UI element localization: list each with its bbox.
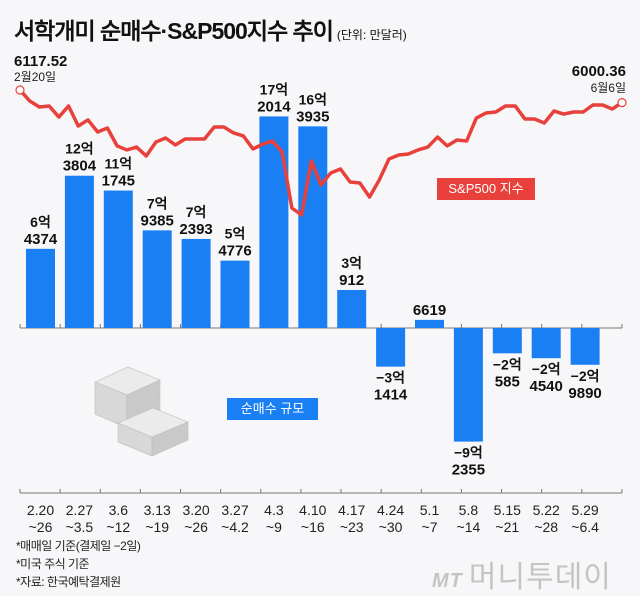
bar-13 — [531, 328, 561, 359]
bar-11 — [453, 328, 483, 442]
x-tick-label-6: 4.3 — [264, 502, 284, 518]
sp500-start-value: 6117.52 — [14, 53, 67, 70]
sp500-line — [18, 88, 623, 217]
x-tick-label-range-12: ~21 — [495, 519, 519, 535]
logo: MT 머니투데이 — [432, 552, 612, 596]
bar-7 — [298, 126, 328, 328]
bar-label-eok-9: −3억 — [376, 370, 405, 386]
sp500-start-point — [15, 85, 25, 95]
legend-net-buy: 순매수 규모 — [227, 398, 318, 420]
bar-label-man-7: 3935 — [296, 108, 329, 125]
x-tick-label-11: 5.8 — [459, 502, 479, 518]
bar-6 — [259, 116, 289, 328]
bar-label-eok-5: 5억 — [225, 226, 246, 242]
bar-label-eok-13: −2억 — [532, 361, 561, 377]
bar-9 — [376, 328, 406, 367]
x-tick-label-range-0: ~26 — [29, 519, 53, 535]
x-tick-label-13: 5.22 — [533, 502, 560, 518]
x-tick-label-8: 4.17 — [338, 502, 365, 518]
x-tick-label-7: 4.10 — [299, 502, 326, 518]
x-tick-label-range-8: ~23 — [340, 519, 364, 535]
bar-label-eok-14: −2억 — [571, 368, 600, 384]
x-tick-label-range-9: ~30 — [379, 519, 403, 535]
x-tick-label-12: 5.15 — [494, 502, 521, 518]
bar-label-eok-1: 12억 — [65, 141, 93, 157]
x-tick-label-range-10: ~7 — [422, 519, 438, 535]
title-text: 서학개미 순매수·S&P500지수 추이 — [14, 18, 334, 44]
bar-label-man-4: 2393 — [179, 221, 212, 238]
bar-label-eok-11: −9억 — [454, 445, 483, 461]
x-tick-label-9: 4.24 — [377, 502, 404, 518]
chart-title: 서학개미 순매수·S&P500지수 추이 (단위: 만달러) — [14, 12, 407, 46]
bar-label-man-8: 912 — [339, 272, 364, 289]
bar-label-man-9: 1414 — [374, 387, 408, 404]
bar-label-man-14: 9890 — [568, 385, 601, 402]
x-tick-label-3: 3.13 — [144, 502, 171, 518]
bar-label-eok-6: 17억 — [260, 81, 288, 97]
sp500-start-date: 2월20일 — [14, 70, 56, 84]
bar-2 — [103, 190, 133, 328]
unit-note: (단위: 만달러) — [336, 28, 407, 42]
bar-label-eok-4: 7억 — [186, 204, 207, 220]
bar-label-eok-0: 6억 — [30, 214, 51, 230]
x-tick-label-14: 5.29 — [571, 502, 598, 518]
bar-label-man-11: 2355 — [452, 462, 485, 479]
bar-label-eok-7: 16억 — [299, 91, 327, 107]
bar-3 — [142, 230, 172, 328]
bar-10 — [415, 319, 444, 328]
bar-label-eok-3: 7억 — [147, 195, 168, 211]
x-tick-label-2: 3.6 — [109, 502, 129, 518]
bar-label-eok-8: 3억 — [341, 255, 362, 271]
logo-text: 머니투데이 — [468, 561, 612, 594]
x-tick-label-range-1: ~3.5 — [66, 519, 94, 535]
bar-0 — [26, 248, 55, 328]
bar-label-man-1: 3804 — [63, 158, 97, 175]
bar-12 — [492, 328, 522, 354]
x-tick-label-range-11: ~14 — [457, 519, 481, 535]
bar-label-eok-12: −2억 — [493, 356, 522, 372]
bar-label-man-6: 2014 — [257, 98, 291, 115]
bar-label-man-5: 4776 — [218, 243, 251, 260]
bar-label-man-0: 4374 — [24, 231, 58, 248]
bar-4 — [181, 238, 211, 328]
bar-label-man-2: 1745 — [102, 173, 135, 190]
bar-label-man-13: 4540 — [530, 378, 563, 395]
x-tick-label-range-4: ~26 — [184, 519, 208, 535]
bar-1 — [64, 175, 94, 328]
x-tick-label-range-2: ~12 — [106, 519, 130, 535]
x-tick-label-4: 3.20 — [182, 502, 209, 518]
sp500-end-date: 6월6일 — [591, 81, 626, 95]
bar-label-man-12: 585 — [495, 373, 520, 390]
x-tick-label-range-7: ~16 — [301, 519, 325, 535]
x-tick-label-range-5: ~4.2 — [221, 519, 249, 535]
x-tick-label-1: 2.27 — [66, 502, 93, 518]
note-1: *매매일 기준(결제일 −2일) — [16, 539, 141, 553]
logo-mark: MT — [432, 570, 463, 592]
x-tick-label-range-3: ~19 — [145, 519, 169, 535]
note-2: *미국 주식 기준 — [16, 557, 90, 571]
bar-5 — [220, 260, 250, 328]
bar-label-man-10: 6619 — [413, 302, 446, 319]
x-tick-label-10: 5.1 — [420, 502, 440, 518]
bar-8 — [337, 289, 367, 328]
money-stack-icon-part-5 — [151, 421, 189, 457]
x-tick-label-range-13: ~28 — [534, 519, 558, 535]
sp500-end-point — [617, 97, 627, 108]
x-tick-label-5: 3.27 — [221, 502, 248, 518]
x-tick-label-0: 2.20 — [27, 502, 54, 518]
x-tick-label-range-14: ~6.4 — [571, 519, 599, 535]
note-3: *자료: 한국예탁결제원 — [16, 575, 121, 589]
bar-label-eok-2: 11억 — [104, 156, 132, 172]
legend-sp500: S&P500 지수 — [437, 178, 535, 200]
sp500-end-value: 6000.36 — [572, 63, 626, 80]
bar-label-man-3: 9385 — [141, 212, 174, 229]
bar-14 — [570, 328, 600, 365]
x-tick-label-range-6: ~9 — [266, 519, 282, 535]
